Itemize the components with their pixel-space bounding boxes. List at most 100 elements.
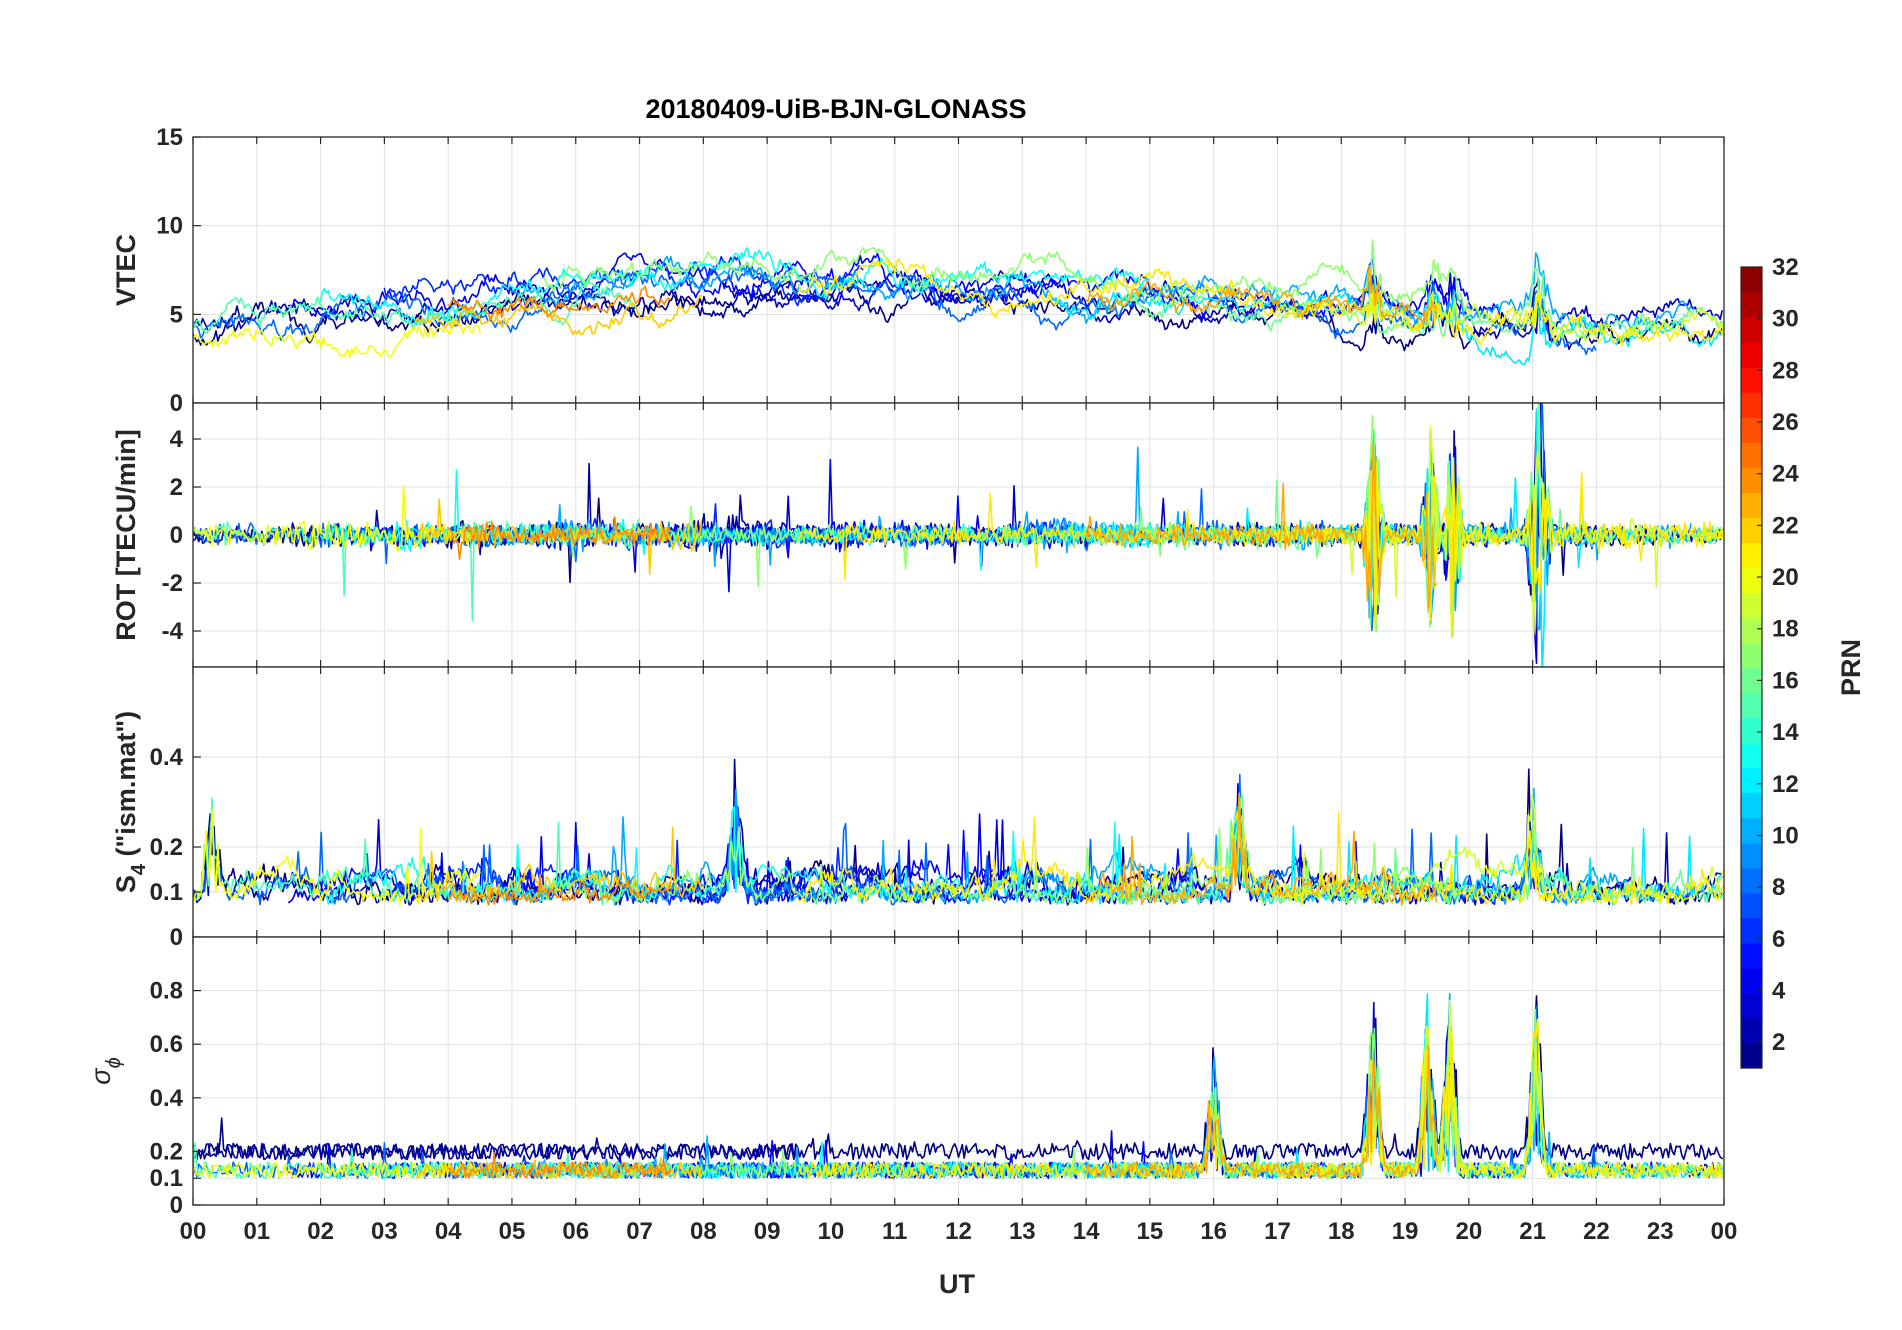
colorbar-segment — [1741, 267, 1762, 293]
colorbar-tick-label: 22 — [1772, 512, 1799, 539]
y-axis-label: VTEC — [111, 234, 141, 306]
colorbar-segment — [1741, 867, 1762, 894]
colorbar-segment — [1741, 892, 1762, 919]
colorbar-tick-label: 12 — [1772, 771, 1799, 798]
y-tick-label: -4 — [162, 618, 184, 645]
y-axis-label: ROT [TECU/min] — [111, 429, 141, 640]
series-prn-24 — [447, 1152, 671, 1179]
colorbar-segment — [1741, 842, 1762, 869]
colorbar-segment — [1741, 792, 1762, 819]
x-tick-label: 21 — [1519, 1218, 1546, 1245]
y-tick-label: 0.1 — [150, 879, 183, 906]
x-tick-label: 02 — [307, 1218, 334, 1245]
colorbar-segment — [1741, 1042, 1762, 1069]
colorbar-segment — [1741, 617, 1762, 644]
y-tick-label: 2 — [170, 474, 183, 501]
colorbar-tick-label: 16 — [1772, 667, 1799, 694]
colorbar-tick-label: 8 — [1772, 874, 1785, 901]
y-tick-label: 0.1 — [150, 1165, 183, 1192]
series-group — [193, 239, 1724, 366]
series-prn-13 — [319, 247, 1150, 326]
series-prn-2 — [193, 1137, 799, 1161]
y-axis-label: S4 ("ism.mat") — [111, 711, 150, 893]
colorbar-segment — [1741, 742, 1762, 769]
x-tick-label: 15 — [1137, 1218, 1164, 1245]
series-prn-23 — [1085, 1044, 1438, 1179]
series-prn-17 — [543, 239, 1469, 312]
series-prn-19 — [1276, 425, 1724, 635]
colorbar-tick-label: 30 — [1772, 306, 1799, 333]
series-prn-24 — [447, 516, 671, 560]
series-prn-20 — [193, 1161, 481, 1179]
series-prn-20 — [193, 318, 481, 359]
x-tick-label: 18 — [1328, 1218, 1355, 1245]
series-group — [193, 403, 1724, 667]
series-prn-23 — [1085, 443, 1438, 610]
colorbar-tick-label: 24 — [1772, 461, 1799, 488]
series-prn-15 — [193, 797, 640, 906]
series-prn-10 — [511, 787, 1692, 906]
y-tick-label: 0.2 — [150, 1138, 183, 1165]
colorbar-segment — [1741, 817, 1762, 844]
colorbar-tick-label: 18 — [1772, 616, 1799, 643]
y-tick-label: -2 — [162, 570, 183, 597]
x-tick-label: 10 — [818, 1218, 845, 1245]
colorbar-segment — [1741, 392, 1762, 418]
colorbar-tick-label: 32 — [1772, 254, 1799, 281]
colorbar-tick-label: 6 — [1772, 926, 1785, 953]
series-prn-24 — [447, 873, 671, 906]
x-tick-label: 20 — [1455, 1218, 1482, 1245]
y-axis-label-main: S — [111, 875, 141, 893]
y-tick-label: 4 — [170, 426, 184, 453]
x-tick-label: 16 — [1200, 1218, 1227, 1245]
y-axis-label-main: σ — [86, 1067, 116, 1085]
colorbar-segment — [1741, 317, 1762, 343]
series-prn-8 — [193, 403, 1597, 633]
colorbar-segment — [1741, 667, 1762, 694]
panel-sigma: 00.10.2 0.4 0.6 0.8 σϕ — [86, 936, 1725, 1219]
x-tick-label: 13 — [1009, 1218, 1036, 1245]
series-prn-23 — [1085, 264, 1438, 327]
series-group — [193, 758, 1724, 907]
x-tick-label: 08 — [690, 1218, 717, 1245]
y-tick-label: 0.4 — [150, 744, 184, 771]
colorbar-segment — [1741, 442, 1762, 468]
x-tick-label: 09 — [754, 1218, 781, 1245]
x-axis-label: UT — [939, 1269, 975, 1299]
x-tick-label: 00 — [1711, 1218, 1738, 1245]
x-tick-label: 07 — [626, 1218, 653, 1245]
colorbar-segment — [1741, 367, 1762, 393]
colorbar-segment — [1741, 642, 1762, 669]
y-tick-label: 15 — [156, 124, 183, 151]
x-tick-labels: 00 01 02 03 04 05 06 07 08 09 10 11 12 13 14 15 16 17 18 19… — [180, 1218, 1738, 1245]
y-tick-label: 0.6 — [150, 1031, 183, 1058]
x-tick-label: 23 — [1647, 1218, 1674, 1245]
colorbar-segment — [1741, 692, 1762, 719]
colorbar-label: PRN — [1836, 639, 1866, 696]
colorbar-segment — [1741, 467, 1762, 493]
colorbar-tick-label: 10 — [1772, 822, 1799, 849]
series-prn-20 — [193, 809, 481, 906]
series-prn-1 — [193, 995, 1723, 1161]
y-tick-label: 5 — [170, 301, 183, 328]
x-tick-label: 22 — [1583, 1218, 1610, 1245]
colorbar-segment — [1741, 492, 1762, 518]
y-tick-label: 0 — [170, 390, 183, 417]
colorbar-segment — [1741, 967, 1762, 994]
colorbar-tick-label: 26 — [1772, 409, 1799, 436]
colorbar-tick-label: 4 — [1772, 977, 1786, 1004]
y-axis-label: σϕ — [86, 1057, 125, 1084]
colorbar-segment — [1741, 917, 1762, 944]
colorbar-tick-label: 2 — [1772, 1029, 1785, 1056]
x-tick-label: 17 — [1264, 1218, 1291, 1245]
colorbar-segment — [1741, 1017, 1762, 1044]
series-prn-21 — [798, 258, 1724, 347]
colorbar-tick-label: 20 — [1772, 564, 1799, 591]
series-prn-16 — [1117, 267, 1724, 339]
y-tick-label: 0.8 — [150, 978, 183, 1005]
x-tick-label: 06 — [562, 1218, 589, 1245]
series-prn-21 — [798, 811, 1724, 906]
colorbar-segment — [1741, 517, 1762, 543]
series-group — [193, 992, 1724, 1179]
